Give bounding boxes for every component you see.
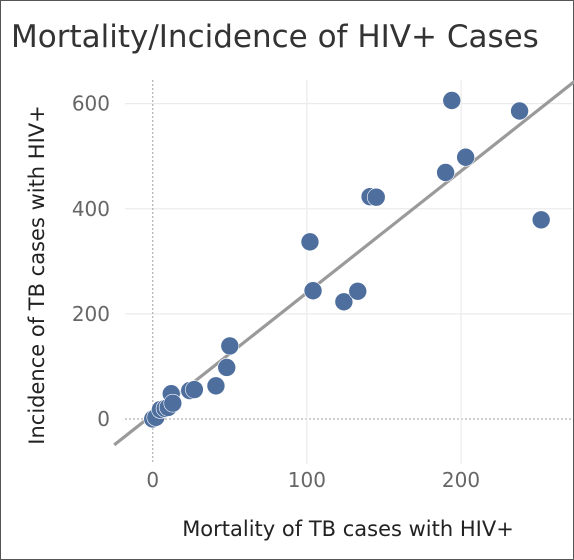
data-point [510,101,529,121]
y-tick-label: 600 [72,92,110,116]
ticks-group: 0 200 400 600 0 100 200 [72,92,480,492]
data-point [531,210,551,230]
data-point [348,281,368,301]
data-point [366,187,386,207]
data-point [334,292,354,312]
data-point [217,358,237,377]
grid [125,80,572,464]
x-axis-title: Mortality of TB cases with HIV+ [182,517,514,541]
data-point [442,91,462,110]
data-point [300,232,320,252]
data-point [163,393,183,413]
y-axis-title: Incidence of TB cases with HIV+ [25,105,49,444]
y-tick-label: 400 [72,197,110,221]
x-tick-label: 200 [442,468,480,492]
points-group [143,91,551,429]
x-tick-label: 100 [288,468,326,492]
data-point [220,336,240,356]
data-point [206,376,226,396]
x-tick-label: 0 [146,468,159,492]
data-point [436,163,455,182]
y-tick-label: 0 [97,407,110,431]
data-point [185,380,204,399]
data-point [303,281,323,301]
chart-title: Mortality/Incidence of HIV+ Cases [11,19,539,55]
y-tick-label: 200 [72,302,110,326]
data-point [456,147,475,167]
